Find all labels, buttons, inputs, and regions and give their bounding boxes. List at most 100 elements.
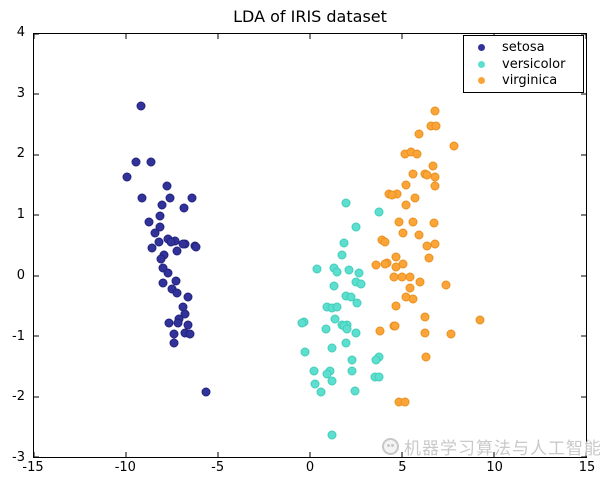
scatter-point-virginica [430,239,440,249]
scatter-point-versicolor [312,264,322,274]
scatter-point-virginica [441,280,451,290]
scatter-point-virginica [371,260,381,270]
y-tick-label: -1 [12,328,25,344]
scatter-point-virginica [429,218,439,228]
x-tick-mark [493,452,495,457]
scatter-point-versicolor [341,338,351,348]
x-axis-tick-labels: -15 -10 -5 0 5 10 15 [22,460,595,478]
y-tick-mark [34,33,39,35]
scatter-point-versicolor [327,343,337,353]
scatter-point-setosa [157,200,167,210]
y-tick-mark [581,396,586,398]
x-tick-mark [585,34,587,39]
scatter-point-versicolor [347,355,357,365]
scatter-point-versicolor [329,281,339,291]
scatter-point-virginica [380,237,390,247]
y-tick-label: -3 [12,449,25,465]
scatter-point-versicolor [337,250,347,260]
x-tick-mark [585,452,587,457]
scatter-point-virginica [414,129,424,139]
y-tick-mark [581,456,586,458]
scatter-point-virginica [410,193,420,203]
y-tick-mark [581,93,586,95]
scatter-point-setosa [164,318,174,328]
scatter-point-virginica [408,169,418,179]
y-tick-mark [34,214,39,216]
scatter-point-versicolor [322,369,332,379]
y-tick-mark [581,33,586,35]
scatter-point-setosa [150,228,160,238]
y-tick-mark [34,456,39,458]
scatter-point-setosa [166,237,176,247]
scatter-point-virginica [391,262,401,272]
y-axis-tick-labels: -3 -2 -1 0 1 2 3 4 [0,25,29,465]
scatter-point-setosa [172,288,182,298]
scatter-point-virginica [430,172,440,182]
scatter-point-versicolor [346,292,356,302]
scatter-point-setosa [185,329,195,339]
scatter-point-setosa [154,237,164,247]
scatter-point-setosa [131,157,141,166]
scatter-point-versicolor [316,387,326,397]
scatter-point-setosa [173,318,183,328]
scatter-point-virginica [430,181,440,191]
scatter-point-versicolor [351,222,361,232]
scatter-point-versicolor [332,302,342,312]
scatter-point-setosa [146,157,156,166]
x-tick-label: -5 [211,460,225,475]
scatter-point-virginica [398,228,408,238]
scatter-point-virginica [420,328,430,338]
scatter-point-setosa [163,268,173,278]
x-tick-label: -15 [22,460,44,475]
y-tick-mark [581,335,586,337]
plot-area [33,33,587,458]
x-tick-mark [125,452,127,457]
scatter-point-setosa [180,309,190,319]
scatter-point-versicolor [354,268,364,278]
x-tick-mark [125,34,127,39]
scatter-point-versicolor [327,376,337,386]
scatter-point-virginica [408,217,418,227]
scatter-point-versicolor [300,347,310,357]
scatter-point-setosa [136,101,146,111]
scatter-point-setosa [147,243,157,253]
x-tick-mark [401,34,403,39]
scatter-point-virginica [375,326,385,336]
scatter-point-virginica [394,217,404,227]
y-tick-mark [34,154,39,156]
scatter-point-versicolor [330,314,340,324]
y-tick-mark [581,275,586,277]
legend-label: setosa [502,39,545,55]
scatter-point-versicolor [297,318,307,328]
scatter-point-virginica [391,301,401,311]
scatter-point-versicolor [339,238,349,248]
scatter-point-virginica [430,106,440,116]
scatter-point-setosa [178,239,188,249]
legend-entry-setosa: setosa [478,39,575,56]
scatter-point-versicolor [374,207,384,217]
scatter-point-virginica [380,259,390,269]
y-tick-mark [34,93,39,95]
x-tick-mark [33,452,35,457]
x-tick-label: 10 [486,460,503,475]
scatter-point-virginica [415,277,425,287]
chart-title: LDA of IRIS dataset [233,7,387,26]
scatter-point-virginica [390,321,400,331]
scatter-point-virginica [408,294,418,304]
scatter-point-versicolor [374,372,384,382]
scatter-point-versicolor [321,324,331,334]
legend-entry-versicolor: versicolor [478,56,575,73]
scatter-point-versicolor [309,366,319,376]
scatter-point-setosa [183,292,193,302]
scatter-point-setosa [191,242,201,252]
y-tick-mark [34,335,39,337]
scatter-point-setosa [155,222,165,232]
scatter-point-setosa [137,193,147,203]
scatter-point-virginica [475,315,485,325]
legend-marker-icon [478,43,485,51]
scatter-point-virginica [405,272,415,282]
scatter-point-setosa [155,211,165,221]
y-tick-mark [581,154,586,156]
scatter-point-versicolor [341,198,351,208]
